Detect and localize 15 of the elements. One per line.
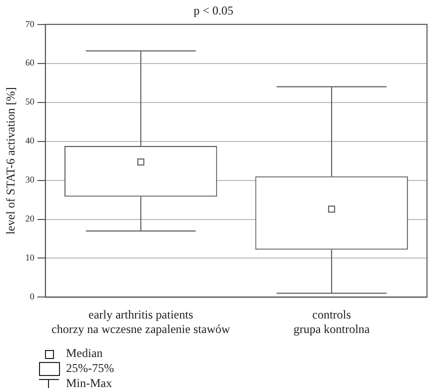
x-tick-label: controls grupa kontrolna: [293, 308, 370, 336]
y-tick-label: 30: [25, 174, 35, 185]
y-tick-label: 40: [25, 136, 35, 146]
y-tick-label: 50: [25, 96, 35, 107]
y-tick-label: 60: [25, 58, 35, 68]
chart-title: p < 0.05: [194, 3, 234, 18]
y-tick-label: 10: [25, 252, 35, 263]
y-tick-label: 0: [30, 292, 35, 302]
y-tick-label: 70: [25, 18, 35, 29]
text: Median: [66, 346, 103, 361]
y-tick-label: 20: [25, 214, 35, 224]
text: 25%-75%: [66, 361, 114, 376]
text: Min-Max: [66, 376, 112, 388]
y-axis-title: level of STAT-6 activation [%]: [3, 87, 18, 234]
x-tick-label: early arthritis patients chorzy na wczesne zapalenie stawów: [52, 308, 230, 336]
